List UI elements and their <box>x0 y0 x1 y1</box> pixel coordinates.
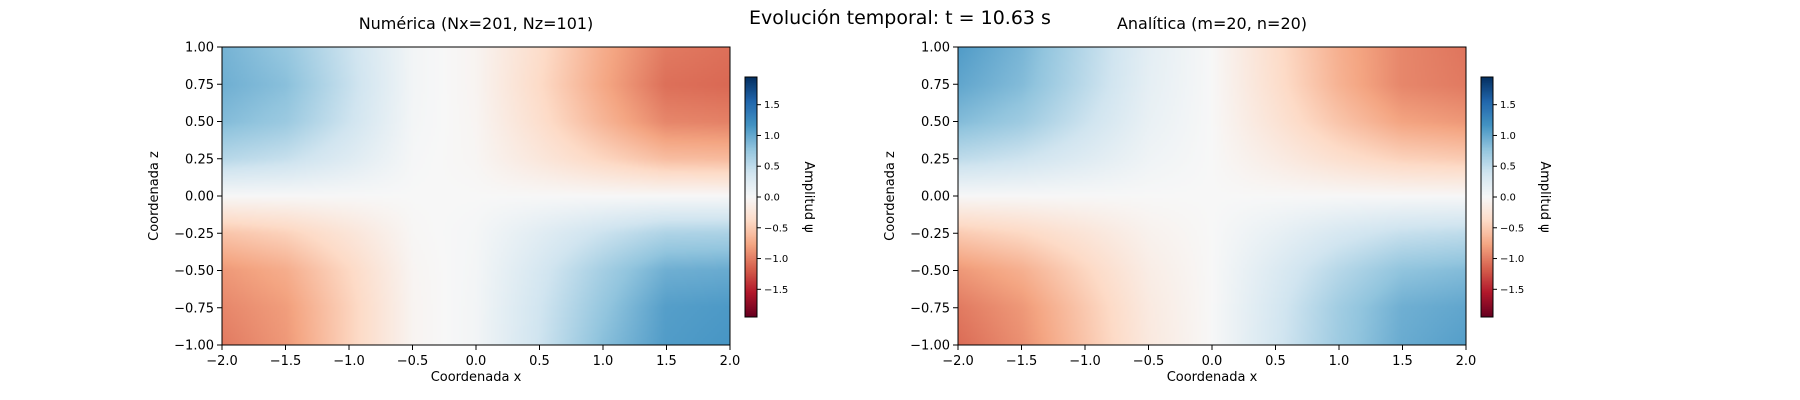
x-tick-label: −0.5 <box>397 354 429 369</box>
colorbar-tick-label: −1.0 <box>764 254 788 265</box>
panels: Numérica (Nx=201, Nz=101) −2.0 −1.5 −1.0 −0.… <box>147 14 1552 385</box>
colorbar-label: Amplitud ψ <box>1537 161 1552 232</box>
y-axis-label: Coordenada z <box>883 151 898 241</box>
colorbar: 1.5 1.0 0.5 0.0 −0.5 −1.0 −1.5 Amplitud ψ <box>1480 76 1552 318</box>
colorbar-tick-label: 1.0 <box>1500 131 1516 142</box>
colorbar-tick-label: 1.5 <box>1500 100 1516 111</box>
y-tick-label: −0.50 <box>910 264 950 279</box>
y-tick-label: 1.00 <box>185 41 214 56</box>
x-tick-label: 1.0 <box>1329 354 1350 369</box>
colorbar-gradient <box>745 77 757 317</box>
y-tick-label: −0.75 <box>174 301 214 316</box>
figure-suptitle: Evolución temporal: t = 10.63 s <box>749 7 1051 29</box>
y-tick-label: 1.00 <box>921 41 950 56</box>
x-tick-label: −2.0 <box>942 354 974 369</box>
x-axis-label: Coordenada x <box>1167 370 1258 385</box>
colorbar: 1.5 1.0 0.5 0.0 −0.5 −1.0 −1.5 Amplitud ψ <box>744 76 816 318</box>
x-tick-label: −0.5 <box>1133 354 1165 369</box>
y-tick-label: −1.00 <box>174 339 214 354</box>
y-tick-label: 0.75 <box>185 78 214 93</box>
y-tick-label: −0.25 <box>174 227 214 242</box>
colorbar-tick-label: 0.5 <box>764 162 780 173</box>
colorbar-tick-label: −1.5 <box>1500 285 1524 296</box>
x-tick-label: 2.0 <box>1456 354 1477 369</box>
x-tick-label: 2.0 <box>720 354 741 369</box>
x-tick-label: 0.0 <box>1202 354 1223 369</box>
colorbar-tick-label: 0.5 <box>1500 162 1516 173</box>
y-tick-label: 0.00 <box>185 190 214 205</box>
heatmap-panel-2: Analítica (m=20, n=20) −2.0 −1.5 −1.0 −0.5 0.… <box>883 14 1552 385</box>
y-tick-label: 0.25 <box>185 152 214 167</box>
y-tick-label: −0.25 <box>910 227 950 242</box>
x-tick-label: 1.5 <box>1392 354 1413 369</box>
colorbar-tick-label: 1.0 <box>764 131 780 142</box>
y-tick-label: −0.50 <box>174 264 214 279</box>
x-tick-label: −1.0 <box>1069 354 1101 369</box>
y-tick-label: −0.75 <box>910 301 950 316</box>
y-axis-label: Coordenada z <box>147 151 162 241</box>
heatmap-panel-1: Numérica (Nx=201, Nz=101) −2.0 −1.5 −1.0 −0.… <box>147 14 816 385</box>
x-tick-label: 1.0 <box>593 354 614 369</box>
colorbar-tick-label: −0.5 <box>764 223 788 234</box>
x-tick-label: 0.5 <box>529 354 550 369</box>
x-tick-label: −1.5 <box>1006 354 1038 369</box>
colorbar-label: Amplitud ψ <box>801 161 816 232</box>
y-tick-label: 0.25 <box>921 152 950 167</box>
colorbar-gradient <box>1481 77 1493 317</box>
heatmap-field <box>222 47 730 345</box>
y-tick-label: 0.75 <box>921 78 950 93</box>
x-tick-label: −1.0 <box>333 354 365 369</box>
x-axis-label: Coordenada x <box>431 370 522 385</box>
y-tick-label: −1.00 <box>910 339 950 354</box>
x-tick-label: 0.5 <box>1265 354 1286 369</box>
panel-title: Analítica (m=20, n=20) <box>1117 14 1307 33</box>
y-tick-label: 0.50 <box>921 115 950 130</box>
colorbar-tick-label: 1.5 <box>764 100 780 111</box>
y-tick-label: 0.50 <box>185 115 214 130</box>
y-tick-label: 0.00 <box>921 190 950 205</box>
panel-title: Numérica (Nx=201, Nz=101) <box>359 14 594 33</box>
heatmap-field <box>958 47 1466 345</box>
colorbar-tick-label: −1.0 <box>1500 254 1524 265</box>
colorbar-tick-label: −1.5 <box>764 285 788 296</box>
x-tick-label: 1.5 <box>656 354 677 369</box>
colorbar-tick-label: 0.0 <box>764 193 780 204</box>
colorbar-tick-label: 0.0 <box>1500 193 1516 204</box>
x-tick-label: 0.0 <box>466 354 487 369</box>
x-tick-label: −2.0 <box>206 354 238 369</box>
colorbar-tick-label: −0.5 <box>1500 223 1524 234</box>
x-tick-label: −1.5 <box>270 354 302 369</box>
